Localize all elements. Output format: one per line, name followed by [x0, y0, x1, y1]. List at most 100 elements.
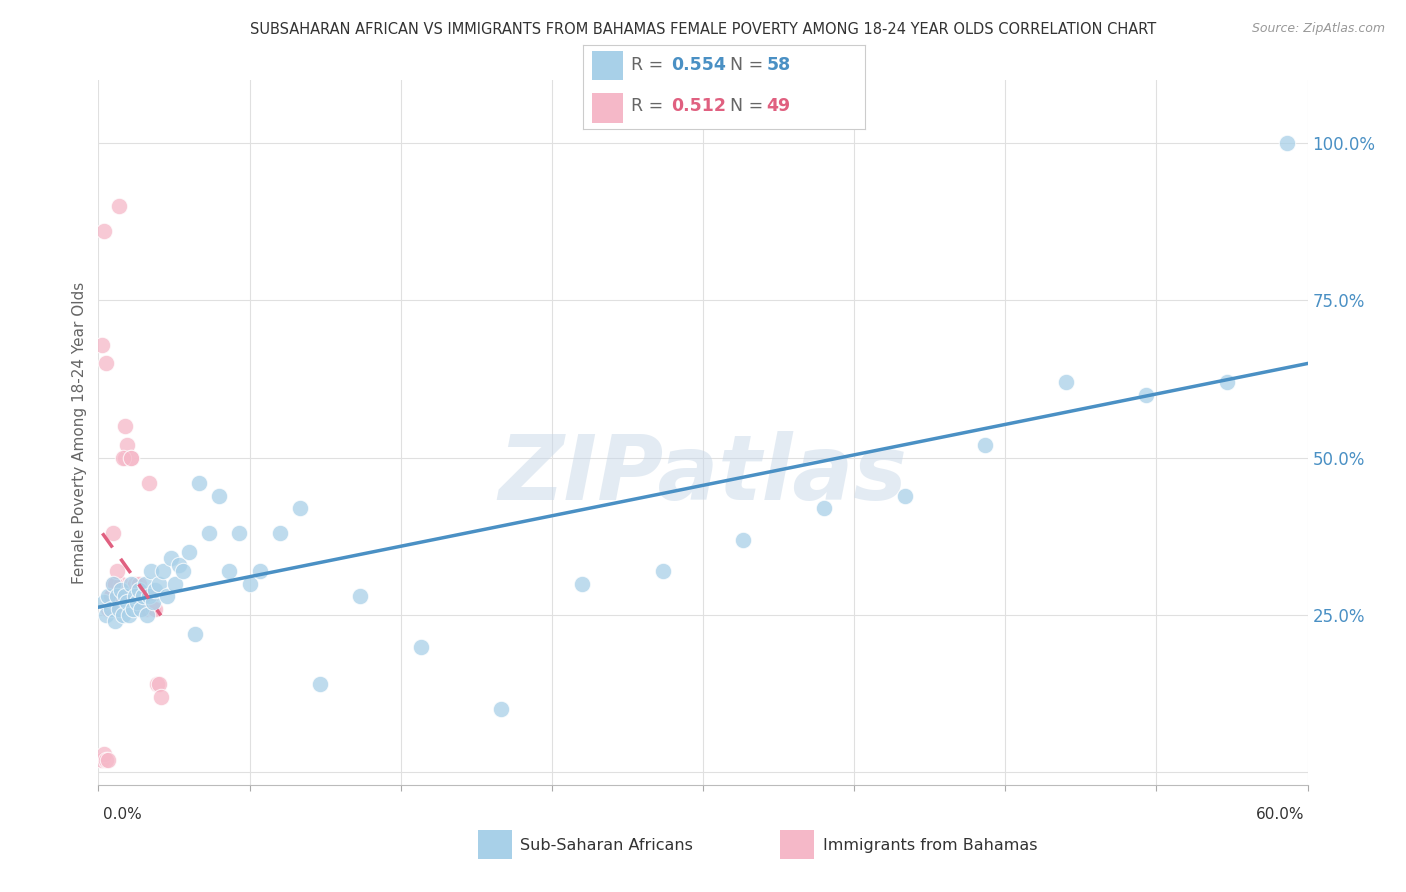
Text: SUBSAHARAN AFRICAN VS IMMIGRANTS FROM BAHAMAS FEMALE POVERTY AMONG 18-24 YEAR OL: SUBSAHARAN AFRICAN VS IMMIGRANTS FROM BA… — [250, 22, 1156, 37]
Point — [288, 501, 311, 516]
Point — [121, 589, 143, 603]
Point — [135, 602, 157, 616]
Point — [114, 419, 136, 434]
Point — [139, 589, 162, 603]
Point — [128, 576, 150, 591]
Point — [105, 589, 128, 603]
Text: R =: R = — [631, 97, 669, 115]
Point — [132, 602, 155, 616]
Point — [105, 602, 128, 616]
Point — [128, 582, 150, 597]
Point — [128, 589, 150, 603]
Point — [107, 589, 129, 603]
Point — [110, 576, 132, 591]
Point — [91, 337, 114, 351]
Point — [172, 564, 194, 578]
Point — [125, 595, 148, 609]
Point — [651, 564, 673, 578]
Point — [1277, 136, 1299, 151]
Point — [93, 224, 115, 238]
Point — [148, 576, 170, 591]
Point — [115, 589, 138, 603]
Text: ZIPatlas: ZIPatlas — [499, 431, 907, 519]
Point — [124, 589, 146, 603]
Point — [135, 608, 157, 623]
Point — [100, 589, 122, 603]
Point — [129, 602, 152, 616]
Point — [103, 615, 125, 629]
Point — [134, 576, 156, 591]
Point — [733, 533, 755, 547]
Point — [208, 489, 231, 503]
Point — [103, 576, 125, 591]
Text: Sub-Saharan Africans: Sub-Saharan Africans — [520, 838, 693, 853]
Point — [100, 602, 122, 616]
Point — [177, 545, 201, 559]
Point — [813, 501, 835, 516]
Text: 58: 58 — [766, 56, 790, 74]
Text: 0.554: 0.554 — [671, 56, 725, 74]
Point — [111, 450, 134, 465]
Point — [101, 526, 124, 541]
Point — [349, 589, 371, 603]
Text: Immigrants from Bahamas: Immigrants from Bahamas — [823, 838, 1038, 853]
Point — [149, 690, 172, 704]
Point — [97, 602, 120, 616]
Point — [148, 677, 170, 691]
Point — [115, 438, 138, 452]
Point — [125, 589, 148, 603]
Point — [138, 589, 160, 603]
Point — [120, 576, 142, 591]
Point — [110, 582, 132, 597]
Point — [893, 489, 915, 503]
Bar — [592, 93, 623, 122]
Text: Source: ZipAtlas.com: Source: ZipAtlas.com — [1251, 22, 1385, 36]
Point — [152, 564, 174, 578]
Point — [491, 702, 513, 716]
Point — [309, 677, 332, 691]
Point — [228, 526, 250, 541]
Point — [124, 589, 146, 603]
Point — [93, 595, 115, 609]
Point — [114, 589, 136, 603]
Point — [111, 589, 134, 603]
Point — [134, 589, 156, 603]
Point — [110, 589, 132, 603]
Point — [101, 576, 124, 591]
Text: N =: N = — [730, 97, 769, 115]
Point — [146, 677, 169, 691]
Point — [120, 450, 142, 465]
Point — [100, 589, 122, 603]
Point — [91, 753, 114, 767]
Point — [218, 564, 240, 578]
Point — [167, 558, 190, 572]
Point — [114, 450, 136, 465]
Point — [143, 582, 166, 597]
Text: N =: N = — [730, 56, 769, 74]
Text: 49: 49 — [766, 97, 790, 115]
Point — [571, 576, 593, 591]
Point — [125, 589, 148, 603]
Point — [156, 589, 179, 603]
Point — [118, 608, 141, 623]
Y-axis label: Female Poverty Among 18-24 Year Olds: Female Poverty Among 18-24 Year Olds — [72, 282, 87, 583]
Point — [96, 753, 118, 767]
Point — [105, 564, 128, 578]
Point — [160, 551, 183, 566]
Point — [124, 576, 146, 591]
Point — [96, 356, 118, 370]
Point — [118, 589, 141, 603]
Point — [198, 526, 221, 541]
Point — [143, 602, 166, 616]
Point — [103, 589, 125, 603]
Point — [107, 199, 129, 213]
Point — [115, 595, 138, 609]
Point — [139, 564, 162, 578]
Bar — [592, 51, 623, 80]
Point — [96, 608, 118, 623]
Point — [101, 576, 124, 591]
Text: 0.0%: 0.0% — [103, 807, 142, 822]
Point — [93, 747, 115, 761]
Point — [121, 602, 143, 616]
Point — [142, 595, 165, 609]
